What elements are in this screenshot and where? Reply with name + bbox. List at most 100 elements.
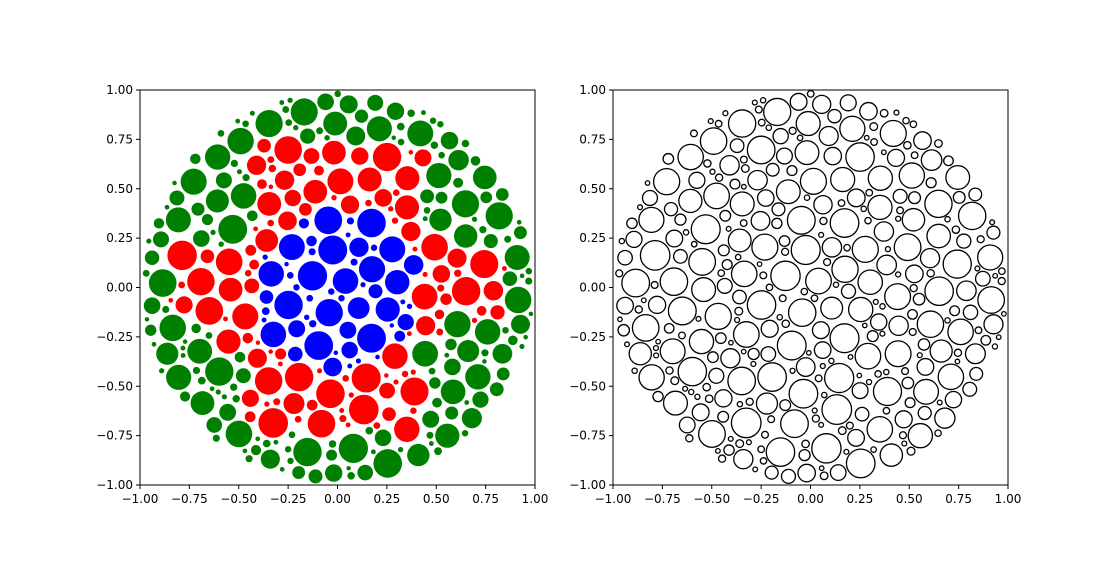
circle-mark: [244, 278, 260, 294]
circle-mark: [166, 364, 192, 390]
circle-mark: [180, 353, 186, 358]
circle-mark: [235, 368, 251, 384]
circle-mark: [901, 376, 915, 390]
circle-mark: [677, 356, 708, 387]
circle-mark: [823, 146, 843, 166]
circle-mark: [854, 406, 870, 422]
circle-mark: [368, 284, 383, 299]
circle-mark: [717, 410, 730, 423]
circle-mark: [765, 162, 780, 177]
circle-mark: [306, 399, 318, 411]
circle-mark: [434, 447, 442, 456]
circle-mark: [810, 294, 819, 303]
circle-mark: [232, 394, 240, 403]
y-tick-label: 0.00: [106, 281, 133, 295]
circle-mark: [210, 229, 216, 235]
circle-mark: [306, 294, 314, 302]
circle-mark: [944, 317, 951, 324]
circle-mark: [805, 349, 812, 356]
circle-mark: [794, 140, 820, 166]
circle-mark: [740, 183, 747, 190]
circle-mark: [717, 454, 727, 463]
circle-mark: [727, 228, 752, 253]
circle-mark: [616, 296, 635, 315]
circle-mark: [151, 341, 157, 347]
circle-mark: [490, 305, 505, 320]
circle-mark: [739, 219, 748, 228]
circle-mark: [257, 179, 267, 190]
circle-mark: [672, 248, 688, 264]
circle-mark: [751, 99, 758, 106]
circle-mark: [453, 224, 478, 248]
circle-mark: [182, 339, 188, 344]
circle-mark: [896, 206, 905, 215]
circle-mark: [273, 439, 279, 445]
circle-mark: [977, 286, 1006, 314]
circle-mark: [279, 100, 285, 105]
circle-mark: [357, 167, 382, 192]
circle-mark: [945, 164, 971, 190]
circle-mark: [615, 269, 624, 278]
circle-mark: [142, 269, 150, 277]
circle-mark: [952, 190, 966, 204]
circle-mark: [759, 457, 768, 465]
circle-mark: [357, 208, 386, 238]
circle-mark: [288, 431, 296, 439]
circle-mark: [974, 326, 983, 335]
circle-mark: [454, 269, 462, 277]
circle-mark: [813, 341, 832, 359]
circle-mark: [372, 142, 402, 172]
circle-mark: [384, 373, 389, 378]
circle-mark: [919, 248, 941, 269]
circle-mark: [230, 159, 239, 168]
circle-mark: [407, 120, 434, 147]
circle-mark: [714, 332, 727, 345]
y-tick-label: −0.25: [96, 330, 133, 344]
circle-mark: [397, 313, 414, 331]
circle-mark: [974, 270, 991, 287]
circle-mark: [882, 368, 890, 376]
circle-mark: [345, 422, 351, 428]
circle-mark: [314, 206, 343, 235]
circle-mark: [216, 329, 241, 354]
circle-mark: [316, 127, 324, 135]
left-y-ticks: −1.00 −0.75 −0.50 −0.25 0.00 0.25 0.50 0.75 1.00: [96, 83, 140, 492]
circle-mark: [874, 370, 882, 378]
circle-mark: [796, 134, 804, 142]
circle-mark: [407, 109, 415, 117]
circle-mark: [236, 169, 242, 175]
x-tick-label: −0.25: [270, 492, 307, 506]
circle-mark: [401, 221, 421, 242]
circle-mark: [690, 240, 698, 248]
circle-mark: [250, 444, 262, 456]
circle-mark: [394, 416, 420, 442]
circle-mark: [884, 283, 912, 311]
circle-mark: [201, 214, 213, 226]
circle-mark: [770, 260, 801, 292]
x-tick-label: −0.75: [644, 492, 681, 506]
circle-mark: [909, 120, 918, 129]
circle-mark: [707, 118, 714, 125]
circle-mark: [436, 328, 444, 336]
circle-mark: [426, 162, 452, 189]
circle-mark: [338, 294, 345, 302]
circle-mark: [780, 468, 797, 485]
circle-mark: [426, 431, 434, 439]
circle-mark: [303, 148, 320, 164]
circle-mark: [235, 118, 241, 124]
circle-mark: [956, 280, 977, 302]
circle-mark: [703, 182, 731, 210]
x-tick-label: 1.00: [522, 492, 549, 506]
y-tick-label: 0.00: [579, 281, 606, 295]
y-tick-label: −0.50: [96, 379, 133, 393]
circle-mark: [410, 407, 417, 414]
circle-mark: [218, 214, 248, 244]
circle-mark: [374, 429, 392, 447]
circle-mark: [678, 188, 703, 214]
circle-mark: [818, 465, 825, 472]
circle-mark: [165, 207, 191, 233]
circle-mark: [407, 443, 430, 467]
circle-mark: [750, 360, 757, 368]
circle-mark: [396, 122, 405, 131]
circle-mark: [926, 268, 936, 278]
